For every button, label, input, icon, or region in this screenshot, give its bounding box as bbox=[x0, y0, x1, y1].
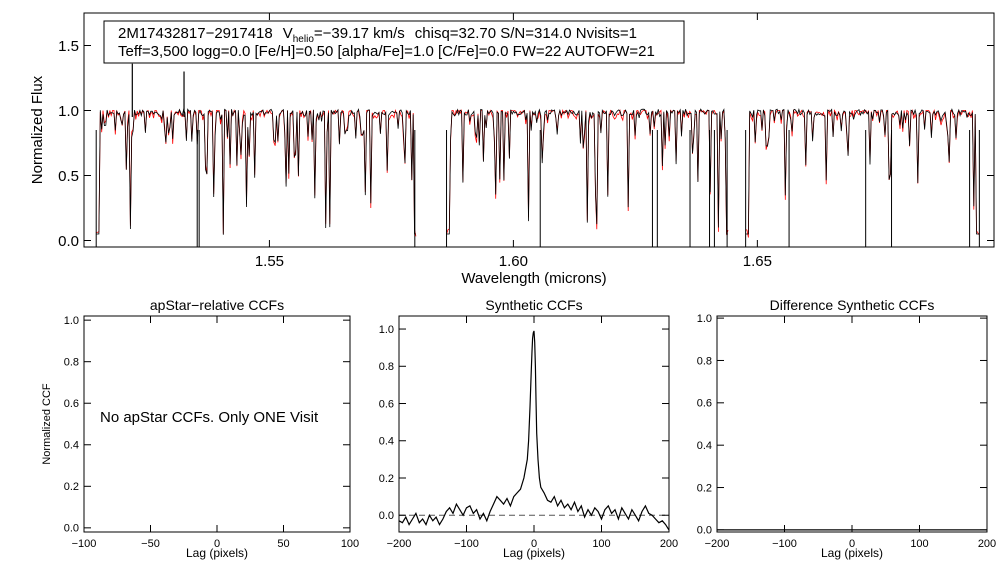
apstar-ccf-y-label: Normalized CCF bbox=[41, 383, 53, 465]
spectrum-x-label: Wavelength (microns) bbox=[461, 270, 606, 287]
spectrum-model-chip-2 bbox=[745, 108, 980, 238]
apstar-ccf-annotation: No apStar CCFs. Only ONE Visit bbox=[100, 409, 319, 426]
spectrum-y-tick-label: 0.5 bbox=[58, 168, 79, 185]
info-stats: chisq=32.70 S/N=314.0 Nvisits=1 bbox=[415, 25, 637, 42]
spectrum-x-tick-label: 1.60 bbox=[499, 253, 528, 270]
difference-ccf-x-tick-label: −100 bbox=[772, 538, 797, 550]
synthetic-ccf-y-tick-label: 1.0 bbox=[379, 324, 394, 336]
spectrum-observed-chip-0 bbox=[96, 108, 416, 235]
spectrum-x-tick-label: 1.55 bbox=[255, 253, 284, 270]
apstar-ccf-y-tick-label: 0.2 bbox=[64, 481, 79, 493]
difference-ccf-y-tick-label: 0.0 bbox=[697, 525, 712, 537]
info-vhelio-subscript: helio bbox=[293, 34, 315, 45]
synthetic-ccf-x-tick-label: 200 bbox=[660, 538, 678, 550]
synthetic-ccf-y-tick-label: 0.2 bbox=[379, 473, 394, 485]
difference-ccf-x-label: Lag (pixels) bbox=[821, 546, 883, 560]
synthetic-ccf-axes-frame bbox=[398, 315, 670, 533]
spectrum-y-tick-label: 0.0 bbox=[58, 233, 79, 250]
difference-ccf-x-tick-label: −200 bbox=[705, 538, 730, 550]
synthetic-ccf-x-tick-label: −200 bbox=[387, 538, 412, 550]
apstar-ccf-y-tick-label: 0.6 bbox=[64, 398, 79, 410]
synthetic-ccf-title: Synthetic CCFs bbox=[485, 297, 582, 313]
info-star-id: 2M17432817−2917418 bbox=[118, 25, 273, 42]
difference-ccf-ticks: −200 −100 0 100 200 0.0 0.2 0.4 0.6 0.8 1.0 bbox=[697, 313, 996, 550]
apstar-ccf-panel: −100 −50 0 50 100 0.0 0.2 0.4 0.6 0.8 1.0 apStar−r… bbox=[41, 297, 359, 560]
info-box-line-2: Teff=3,500 logg=0.0 [Fe/H]=0.50 [alpha/F… bbox=[118, 43, 655, 60]
apstar-ccf-y-tick-label: 1.0 bbox=[64, 315, 79, 327]
difference-ccf-y-tick-label: 0.4 bbox=[697, 440, 712, 452]
apstar-ccf-x-tick-label: 50 bbox=[277, 538, 289, 550]
synthetic-ccf-y-tick-label: 0.6 bbox=[379, 398, 394, 410]
synthetic-ccf-x-tick-label: 100 bbox=[592, 538, 610, 550]
synthetic-ccf-y-tick-label: 0.8 bbox=[379, 361, 394, 373]
synthetic-ccf-x-tick-label: 0 bbox=[531, 538, 537, 550]
spectrum-panel: 1.55 1.60 1.65 0.0 0.5 1.0 1.5 Wavelength (mic… bbox=[29, 12, 995, 287]
synthetic-ccf-line bbox=[398, 330, 670, 531]
synthetic-ccf-y-tick-label: 0.0 bbox=[379, 510, 394, 522]
synthetic-ccf-x-label: Lag (pixels) bbox=[503, 546, 565, 560]
apstar-ccf-ticks: −100 −50 0 50 100 0.0 0.2 0.4 0.6 0.8 1.0 bbox=[64, 315, 359, 550]
apstar-ccf-y-tick-label: 0.4 bbox=[64, 440, 79, 452]
info-vhelio-value: =−39.17 km/s bbox=[314, 25, 405, 42]
difference-ccf-y-tick-label: 0.2 bbox=[697, 482, 712, 494]
spectrum-ticks: 1.55 1.60 1.65 0.0 0.5 1.0 1.5 bbox=[58, 13, 994, 270]
info-vhelio-symbol: V bbox=[283, 25, 293, 42]
info-box-line-1: 2M17432817−2917418 Vhelio=−39.17 km/s chis… bbox=[118, 25, 637, 45]
spectrum-observed-chip-2 bbox=[745, 108, 980, 235]
spectrum-y-tick-label: 1.0 bbox=[58, 103, 79, 120]
apstar-ccf-x-tick-label: −50 bbox=[141, 538, 160, 550]
difference-ccf-axes-frame bbox=[716, 315, 988, 533]
apstar-ccf-x-tick-label: −100 bbox=[72, 538, 97, 550]
difference-ccf-title: Difference Synthetic CCFs bbox=[770, 297, 935, 313]
apstar-ccf-y-tick-label: 0.8 bbox=[64, 357, 79, 369]
apstar-ccf-title: apStar−relative CCFs bbox=[150, 297, 284, 313]
spectrum-observed-trace bbox=[95, 63, 980, 247]
apstar-ccf-x-label: Lag (pixels) bbox=[186, 546, 248, 560]
synthetic-ccf-panel: −200 −100 0 100 200 0.0 0.2 0.4 0.6 0.8 1.0 Synthe… bbox=[379, 297, 678, 560]
difference-ccf-x-tick-label: 0 bbox=[849, 538, 855, 550]
spectrum-y-label: Normalized Flux bbox=[29, 75, 46, 184]
difference-ccf-y-tick-label: 0.6 bbox=[697, 398, 712, 410]
apstar-ccf-y-tick-label: 0.0 bbox=[64, 523, 79, 535]
spectrum-axes-frame bbox=[83, 12, 995, 248]
apstar-ccf-x-tick-label: 100 bbox=[341, 538, 359, 550]
spectrum-y-tick-label: 1.5 bbox=[58, 38, 79, 55]
spectrum-x-tick-label: 1.65 bbox=[743, 253, 772, 270]
difference-ccf-y-tick-label: 0.8 bbox=[697, 355, 712, 367]
difference-ccf-y-tick-label: 1.0 bbox=[697, 313, 712, 325]
difference-ccf-x-tick-label: 100 bbox=[910, 538, 928, 550]
difference-ccf-panel: −200 −100 0 100 200 0.0 0.2 0.4 0.6 0.8 1.0 Differ… bbox=[697, 297, 996, 560]
synthetic-ccf-x-tick-label: −100 bbox=[454, 538, 479, 550]
synthetic-ccf-y-tick-label: 0.4 bbox=[379, 436, 394, 448]
apstar-ccf-x-tick-label: 0 bbox=[214, 538, 220, 550]
spectrum-observed-chip-1 bbox=[446, 108, 728, 235]
info-box bbox=[103, 20, 685, 64]
difference-ccf-x-tick-label: 200 bbox=[978, 538, 996, 550]
synthetic-ccf-ticks: −200 −100 0 100 200 0.0 0.2 0.4 0.6 0.8 1.0 bbox=[379, 316, 678, 550]
